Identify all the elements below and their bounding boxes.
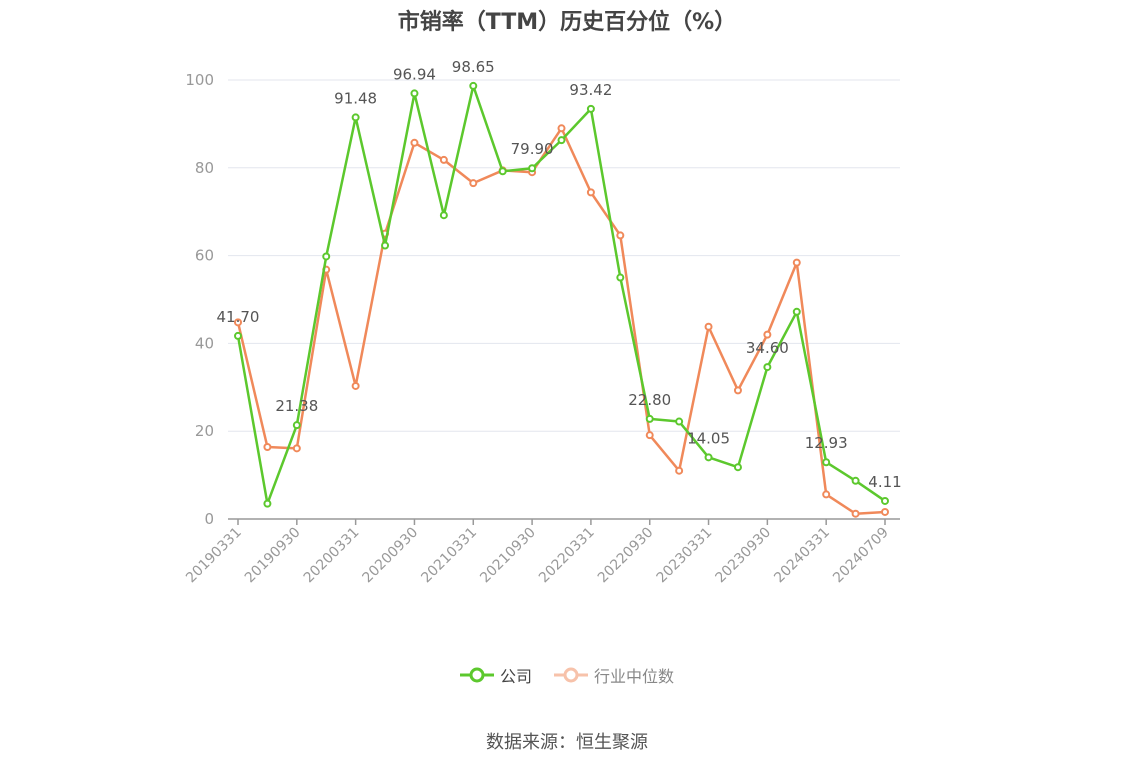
y-tick-label: 80 <box>195 159 214 177</box>
data-point-company <box>234 331 242 340</box>
data-point-industry <box>881 507 889 516</box>
data-point-industry <box>763 330 772 339</box>
data-point-industry <box>410 138 419 147</box>
x-tick-label: 20230930 <box>712 525 774 587</box>
data-point-industry <box>822 490 831 499</box>
data-point-company <box>498 167 507 176</box>
data-point-industry <box>292 444 301 453</box>
data-point-company <box>469 81 478 90</box>
data-label: 12.93 <box>805 434 848 452</box>
legend: 公司 行业中位数 <box>0 663 1134 687</box>
data-label: 14.05 <box>687 429 730 447</box>
data-point-industry <box>645 431 654 440</box>
data-point-industry <box>263 443 272 452</box>
data-label: 79.90 <box>511 140 554 158</box>
data-label: 41.70 <box>217 308 260 326</box>
data-point-industry <box>851 509 860 518</box>
legend-industry-marker-icon <box>554 667 588 683</box>
legend-company-marker-icon <box>459 667 494 683</box>
data-label: 34.60 <box>746 339 789 357</box>
data-point-company <box>733 463 742 472</box>
x-tick-label: 20210930 <box>477 525 539 587</box>
data-label: 91.48 <box>334 89 377 107</box>
series-layer <box>234 81 889 518</box>
legend-label-company: 公司 <box>499 667 532 686</box>
data-point-industry <box>792 258 801 267</box>
data-point-company <box>263 499 272 508</box>
data-point-industry <box>675 466 684 475</box>
x-tick-label: 20190930 <box>242 525 304 587</box>
data-label: 93.42 <box>569 81 612 99</box>
data-label: 98.65 <box>452 58 495 76</box>
data-point-industry <box>557 124 566 133</box>
data-point-company <box>410 89 419 98</box>
grid-lines <box>228 79 900 432</box>
data-point-industry <box>733 386 742 395</box>
data-point-company <box>704 453 713 462</box>
data-point-company <box>822 458 831 467</box>
data-labels: 41.70 21.38 91.48 96.94 98.65 79.90 93.42 22.80… <box>217 58 902 491</box>
data-point-company <box>792 307 801 316</box>
data-label: 4.11 <box>868 473 901 491</box>
data-point-company <box>292 421 301 430</box>
data-point-industry <box>469 179 478 188</box>
source-note: 数据来源：恒生聚源 <box>486 732 648 753</box>
y-tick-label: 60 <box>195 247 214 265</box>
x-tick-label: 20240331 <box>771 525 833 587</box>
data-point-industry <box>439 155 448 164</box>
data-point-industry <box>351 381 360 390</box>
data-point-company <box>528 164 537 173</box>
x-tick-label: 20190331 <box>183 525 245 587</box>
x-tick-label: 20200331 <box>301 525 363 587</box>
x-tick-label: 20200930 <box>360 525 422 587</box>
data-label: 21.38 <box>275 397 318 415</box>
x-tick-label: 20230331 <box>654 525 716 587</box>
y-tick-label: 0 <box>204 510 214 528</box>
x-tick-label: 20240709 <box>830 525 892 587</box>
y-axis: 0 20 40 60 80 100 <box>185 71 214 528</box>
series-line-company <box>236 84 886 505</box>
legend-item-industry[interactable]: 行业中位数 <box>554 663 674 687</box>
data-point-company <box>675 417 684 426</box>
data-point-industry <box>586 188 595 197</box>
data-point-company <box>351 113 360 122</box>
x-tick-label: 20220930 <box>595 525 657 587</box>
data-point-industry <box>704 322 713 331</box>
data-point-company <box>381 241 390 250</box>
legend-item-company[interactable]: 公司 <box>459 663 532 687</box>
y-tick-label: 20 <box>195 422 214 440</box>
data-point-company <box>881 496 889 505</box>
data-label: 96.94 <box>393 65 436 83</box>
y-tick-label: 100 <box>185 71 214 89</box>
data-point-industry <box>616 231 625 240</box>
x-tick-label: 20210331 <box>418 525 480 587</box>
data-point-company <box>763 363 772 372</box>
data-point-company <box>851 476 860 485</box>
chart-title: 市销率（TTM）历史百分位（%） <box>397 10 737 35</box>
data-point-company <box>439 211 448 220</box>
y-tick-label: 40 <box>195 334 214 352</box>
x-tick-label: 20220331 <box>536 525 598 587</box>
data-point-company <box>645 414 654 423</box>
data-point-company <box>322 252 331 261</box>
data-point-industry <box>234 318 242 327</box>
data-point-company <box>557 136 566 145</box>
legend-label-industry: 行业中位数 <box>594 667 675 686</box>
x-axis: 2019033120190930202003312020093020210331… <box>183 518 900 587</box>
series-line-industry <box>236 127 886 515</box>
data-label: 22.80 <box>628 391 671 409</box>
data-point-company <box>586 104 595 113</box>
data-point-company <box>616 273 625 282</box>
